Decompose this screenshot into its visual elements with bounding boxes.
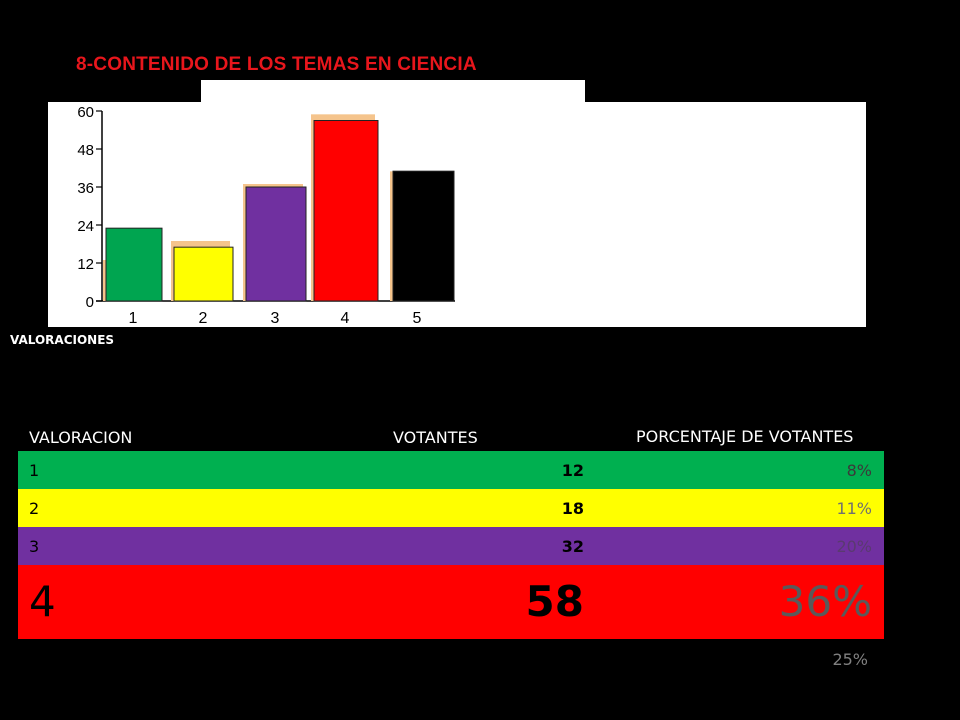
x-tick-label: 1 (129, 310, 138, 327)
cell-porcentaje: 20% (836, 537, 872, 556)
white-strip (201, 80, 585, 104)
bar-1 (105, 227, 163, 302)
slide-title: 8-CONTENIDO DE LOS TEMAS EN CIENCIA (76, 54, 477, 75)
header-porcentaje: PORCENTAJE DE VOTANTES (636, 427, 854, 446)
cell-valoracion: 1 (29, 461, 40, 480)
bar-5 (392, 170, 455, 302)
table-row: 4 58 36% (18, 565, 884, 639)
bar-3 (245, 186, 307, 302)
cell-votantes: 58 (525, 577, 584, 626)
bar-4 (313, 120, 379, 302)
y-tick-label: 48 (77, 142, 94, 159)
chart-y-tick-labels: 0 12 24 36 48 60 (77, 104, 94, 311)
header-votantes: VOTANTES (393, 428, 478, 447)
trailing-percentage: 25% (832, 650, 868, 669)
cell-valoracion: 2 (29, 499, 40, 518)
bar-2 (173, 246, 234, 302)
y-tick-label: 60 (77, 104, 94, 121)
cell-valoracion: 4 (29, 577, 56, 626)
table-row: 3 32 20% (18, 527, 884, 565)
y-tick-label: 0 (86, 294, 94, 311)
chart-bars (105, 120, 455, 302)
table-row: 1 12 8% (18, 451, 884, 489)
cell-votantes: 32 (561, 537, 584, 556)
y-tick-label: 12 (77, 256, 94, 273)
table-row: 2 18 11% (18, 489, 884, 527)
y-tick-label: 36 (77, 180, 94, 197)
y-tick-label: 24 (77, 218, 94, 235)
cell-valoracion: 3 (29, 537, 40, 556)
header-valoracion: VALORACION (29, 428, 133, 447)
x-tick-label: 4 (341, 310, 350, 327)
chart-x-tick-labels: 1 2 3 4 5 (129, 310, 422, 327)
x-tick-label: 2 (199, 310, 208, 327)
cell-votantes: 18 (561, 499, 584, 518)
votes-table: 1 12 8% 2 18 11% 3 32 20% 4 58 36% (18, 451, 884, 639)
cell-porcentaje: 36% (778, 577, 872, 626)
cell-porcentaje: 11% (836, 499, 872, 518)
cell-votantes: 12 (561, 461, 584, 480)
cell-porcentaje: 8% (846, 461, 872, 480)
x-tick-label: 3 (271, 310, 280, 327)
chart-caption: VALORACIONES (10, 333, 115, 347)
x-tick-label: 5 (413, 310, 422, 327)
